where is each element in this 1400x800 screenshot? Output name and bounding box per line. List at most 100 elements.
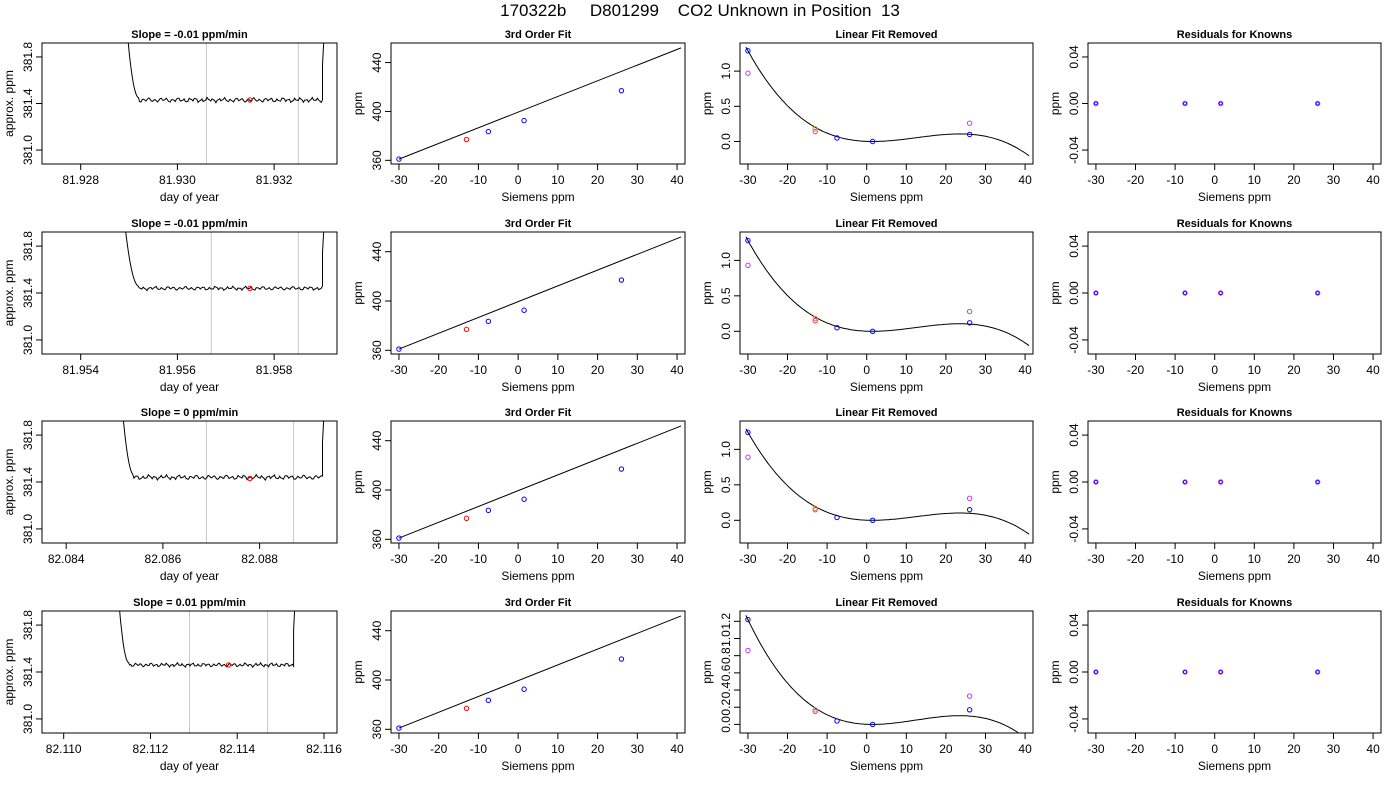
unknown-point (812, 505, 818, 511)
x-tick-label: -30 (1087, 173, 1105, 187)
residual-point-raw (1314, 290, 1321, 296)
residual-curve (745, 46, 1030, 157)
residual-curve (745, 236, 1030, 347)
known-point (834, 718, 840, 724)
x-axis-label: day of year (160, 569, 219, 583)
x-tick-label: 82.110 (46, 742, 82, 756)
x-tick-label: 0 (1211, 363, 1218, 377)
x-tick-label: -30 (739, 552, 757, 566)
plot-area (1093, 290, 1321, 296)
x-tick-label: -20 (430, 742, 448, 756)
x-tick-label: 30 (1327, 552, 1341, 566)
panel-fit-row-2: 3rd Order Fit Siemens ppm ppm -30 -20 -10 0 10 2… (351, 218, 686, 394)
y-tick-label: 0.0 (719, 512, 733, 529)
mean-point (247, 475, 253, 482)
y-tick-label: 0.4 (719, 681, 733, 698)
residual-point (1094, 480, 1098, 484)
x-tick-label: 30 (1327, 363, 1341, 377)
x-tick-label: -20 (1127, 363, 1145, 377)
x-tick-label: -30 (1087, 363, 1105, 377)
x-tick-label: 0 (863, 742, 870, 756)
y-tick-label: 440 (370, 430, 384, 450)
y-axis-label: ppm (1048, 92, 1062, 115)
x-tick-label: 40 (670, 552, 684, 566)
y-tick-label: 0.5 (719, 98, 733, 115)
x-tick-label: -30 (739, 363, 757, 377)
residual-point-raw (1182, 100, 1188, 107)
unknown-point (812, 126, 818, 132)
residual-point-raw (1182, 290, 1188, 296)
unknown-point (463, 136, 470, 143)
y-tick-label: 0.5 (719, 287, 733, 304)
plot-area (396, 47, 682, 162)
x-axis-label: Siemens ppm (501, 759, 574, 773)
plot-area (1093, 479, 1321, 485)
known-point (869, 328, 876, 335)
plot-frame (390, 231, 686, 355)
known-point (834, 325, 840, 331)
x-tick-label: 81.954 (62, 363, 99, 377)
x-tick-label: 10 (551, 173, 565, 187)
panel-linfit-row-1: Linear Fit Removed Siemens ppm ppm -30 -20 -1… (700, 29, 1034, 204)
x-tick-label: 81.958 (256, 363, 293, 377)
panel-title: Linear Fit Removed (835, 597, 937, 609)
known-point (966, 506, 973, 513)
known-point (745, 237, 751, 244)
x-tick-label: 20 (1287, 742, 1301, 756)
x-tick-label: 0 (515, 552, 522, 566)
x-axis-label: Siemens ppm (501, 380, 574, 394)
plot-area (745, 615, 1020, 733)
y-axis-label: ppm (1048, 470, 1062, 493)
x-tick-label: 40 (1018, 742, 1032, 756)
concentration-trace (125, 232, 325, 292)
known-point (485, 318, 492, 325)
x-tick-label: -20 (430, 173, 448, 187)
x-tick-label: -20 (779, 173, 797, 187)
x-tick-label: 20 (591, 552, 605, 566)
x-tick-label: 20 (939, 173, 953, 187)
residual-point (1094, 101, 1098, 106)
residual-curve (745, 615, 1020, 733)
x-tick-label: 10 (551, 552, 565, 566)
y-tick-label: 381.8 (21, 420, 35, 450)
plot-area (396, 425, 682, 541)
panel-title: Slope = -0.01 ppm/min (131, 218, 248, 230)
residual-point (1183, 101, 1187, 106)
y-tick-label: 0.04 (1067, 613, 1081, 637)
y-tick-label: 0.00 (1067, 470, 1081, 494)
panel-title: Residuals for Knowns (1177, 597, 1293, 609)
x-tick-label: -30 (739, 742, 757, 756)
y-tick-label: 0.0 (719, 133, 733, 150)
y-axis-label: approx. ppm (2, 449, 16, 516)
x-tick-label: -30 (1087, 552, 1105, 566)
mean-point (247, 97, 253, 103)
x-axis-label: day of year (160, 759, 219, 773)
raw-point (745, 647, 751, 654)
plot-frame (41, 231, 338, 355)
y-axis-label: ppm (351, 92, 365, 115)
known-point (966, 320, 973, 326)
panel-title: Residuals for Knowns (1177, 407, 1293, 419)
known-point (869, 517, 876, 524)
known-point (485, 507, 492, 514)
y-tick-label: 0.6 (719, 664, 733, 681)
plot-area (745, 46, 1030, 157)
known-point (618, 656, 625, 662)
fit-line (398, 425, 682, 539)
x-tick-label: -10 (1166, 363, 1184, 377)
y-tick-label: 1.0 (719, 630, 733, 647)
x-tick-label: -30 (390, 173, 408, 187)
y-tick-label: 440 (370, 620, 384, 640)
panel-title: 3rd Order Fit (505, 597, 572, 609)
x-tick-label: 40 (1018, 363, 1032, 377)
known-point (834, 514, 840, 521)
x-tick-label: 20 (939, 742, 953, 756)
y-tick-label: 1.0 (719, 62, 733, 79)
y-axis-label: ppm (700, 281, 714, 304)
plot-frame (739, 610, 1034, 734)
plot-frame (390, 610, 686, 734)
y-tick-label: 381.4 (21, 467, 35, 497)
x-axis-label: Siemens ppm (1198, 190, 1271, 204)
x-tick-label: -10 (818, 363, 836, 377)
raw-point (812, 317, 818, 324)
